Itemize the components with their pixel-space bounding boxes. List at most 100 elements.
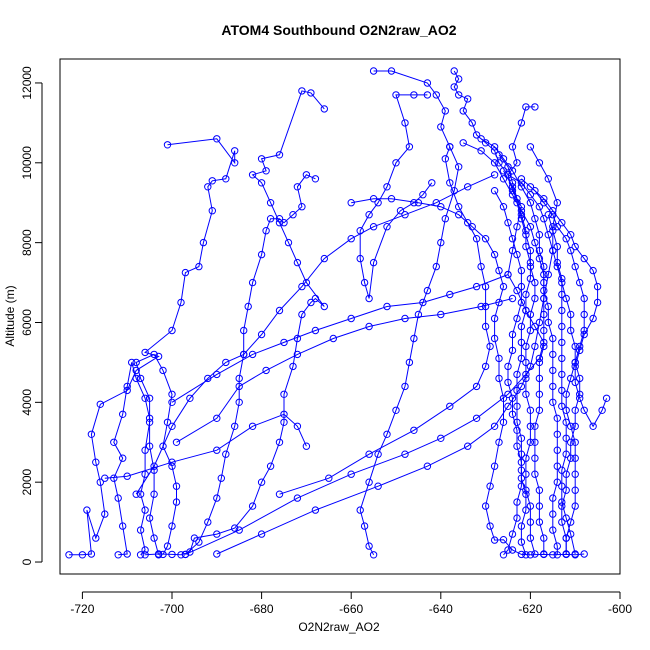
data-point [558,322,566,331]
data-point [490,462,499,470]
data-point [302,442,311,450]
y-tick-label: 4000 [20,389,34,416]
data-point [356,254,364,263]
data-point [284,238,293,247]
data-point [517,338,526,347]
data-point [526,183,535,191]
data-point [531,550,539,558]
data-point [558,498,566,506]
data-point [248,422,257,430]
data-point [517,354,526,363]
data-point [567,438,575,446]
data-point [450,83,458,91]
y-tick-label: 6000 [20,309,34,336]
data-point [248,350,257,359]
data-point [320,302,328,311]
data-point [262,167,270,175]
data-point [558,386,566,395]
data-point [159,442,167,450]
data-point [419,298,427,307]
data-point [92,458,100,466]
data-point [571,438,579,446]
data-point [558,402,566,410]
data-point [576,394,584,402]
data-point [526,518,535,526]
series-16 [526,183,611,430]
data-point [540,550,548,558]
data-point [522,490,530,498]
data-point [280,219,288,227]
data-point [132,490,140,498]
data-point [504,219,512,227]
data-point [580,294,588,303]
data-point [535,231,544,239]
data-point [96,478,105,486]
data-point [383,223,391,231]
data-point [293,350,302,359]
data-point [195,262,203,271]
data-point [486,482,494,490]
data-point [145,514,154,522]
data-point [540,215,548,223]
data-point [535,390,544,398]
data-point [571,242,579,251]
data-point [571,470,579,478]
data-point [522,242,530,251]
data-point [513,426,521,434]
data-point [486,342,494,351]
data-point [580,406,588,414]
data-point [508,346,517,355]
data-point [464,219,472,227]
data-point [464,442,472,450]
data-point [540,294,548,303]
data-point [544,318,552,327]
data-point [571,362,579,371]
data-point [567,310,575,319]
data-point [110,474,118,482]
data-point [526,534,535,542]
data-point [562,450,570,458]
data-point [150,462,158,470]
data-point [472,414,481,422]
data-point [544,302,552,311]
data-point [558,274,566,283]
data-point [141,551,149,559]
data-point [567,246,575,255]
series-line [453,70,581,554]
data-point [481,235,490,243]
series-2 [141,87,328,559]
data-point [275,306,284,315]
data-point [374,482,382,490]
data-point [513,402,521,410]
data-point [589,422,597,430]
data-point [307,89,315,97]
data-point [266,462,275,470]
data-point [311,506,320,514]
data-point [526,223,535,231]
data-point [508,530,517,538]
data-point [553,478,561,486]
data-point [392,91,400,99]
data-point [562,418,570,426]
data-point [150,490,158,498]
data-point [172,498,181,506]
data-point [446,290,454,299]
data-point [423,286,432,295]
data-point [490,159,499,167]
data-point [553,258,561,267]
data-point [325,474,333,482]
data-point [405,143,414,151]
data-point [558,306,566,315]
data-point [347,314,355,323]
data-point [490,314,499,323]
data-point [464,95,472,103]
y-tick-label: 2000 [20,469,34,496]
data-point [553,430,561,438]
data-point [504,402,512,410]
data-point [437,203,445,211]
data-point [441,155,449,163]
data-point [522,358,530,367]
data-point [499,394,508,402]
y-tick-label: 8000 [20,229,34,256]
